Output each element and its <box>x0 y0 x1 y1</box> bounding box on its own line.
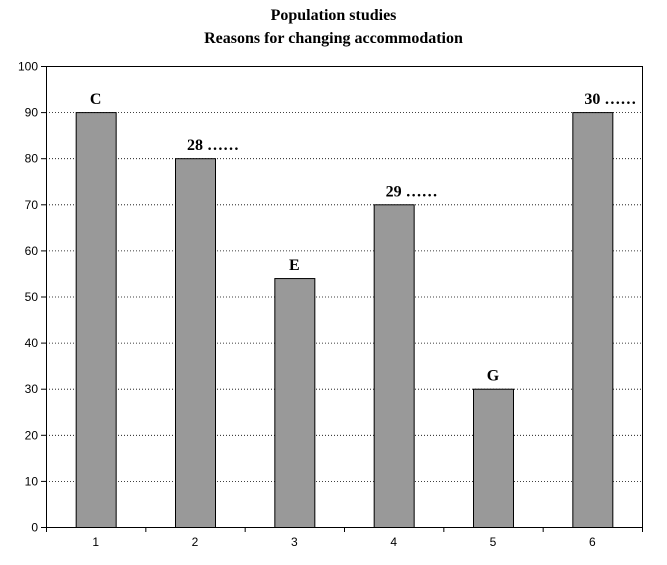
chart-title: Population studies <box>270 7 397 24</box>
x-tick-label: 1 <box>92 535 99 549</box>
x-tick-label: 3 <box>291 535 298 549</box>
x-tick-label: 2 <box>192 535 199 549</box>
x-tick-label: 4 <box>390 535 397 549</box>
y-tick-label: 10 <box>25 474 39 488</box>
bar-label: E <box>289 257 300 274</box>
bar-label: 30 …… <box>584 91 636 108</box>
bar <box>572 112 614 528</box>
y-tick-label: 30 <box>25 382 39 396</box>
y-tick-label: 0 <box>31 521 38 535</box>
y-tick-label: 20 <box>25 428 39 442</box>
y-tick-label: 90 <box>25 106 39 120</box>
y-tick-label: 50 <box>25 290 39 304</box>
bar <box>274 278 316 528</box>
bar-label: G <box>487 368 500 385</box>
bar <box>473 388 514 529</box>
bar <box>75 112 117 528</box>
bar-label: C <box>90 91 102 108</box>
x-tick-label: 6 <box>589 535 596 549</box>
bar <box>373 204 415 529</box>
chart-subtitle: Reasons for changing accommodation <box>204 30 463 47</box>
y-tick-label: 60 <box>25 244 39 258</box>
bar-label: 28 …… <box>187 137 239 154</box>
y-tick-label: 40 <box>25 336 39 350</box>
bar-label: 29 …… <box>386 183 438 200</box>
y-tick-label: 80 <box>25 152 39 166</box>
y-tick-label: 100 <box>18 60 38 74</box>
bar <box>175 158 216 528</box>
x-tick-label: 5 <box>490 535 497 549</box>
y-tick-label: 70 <box>25 198 39 212</box>
